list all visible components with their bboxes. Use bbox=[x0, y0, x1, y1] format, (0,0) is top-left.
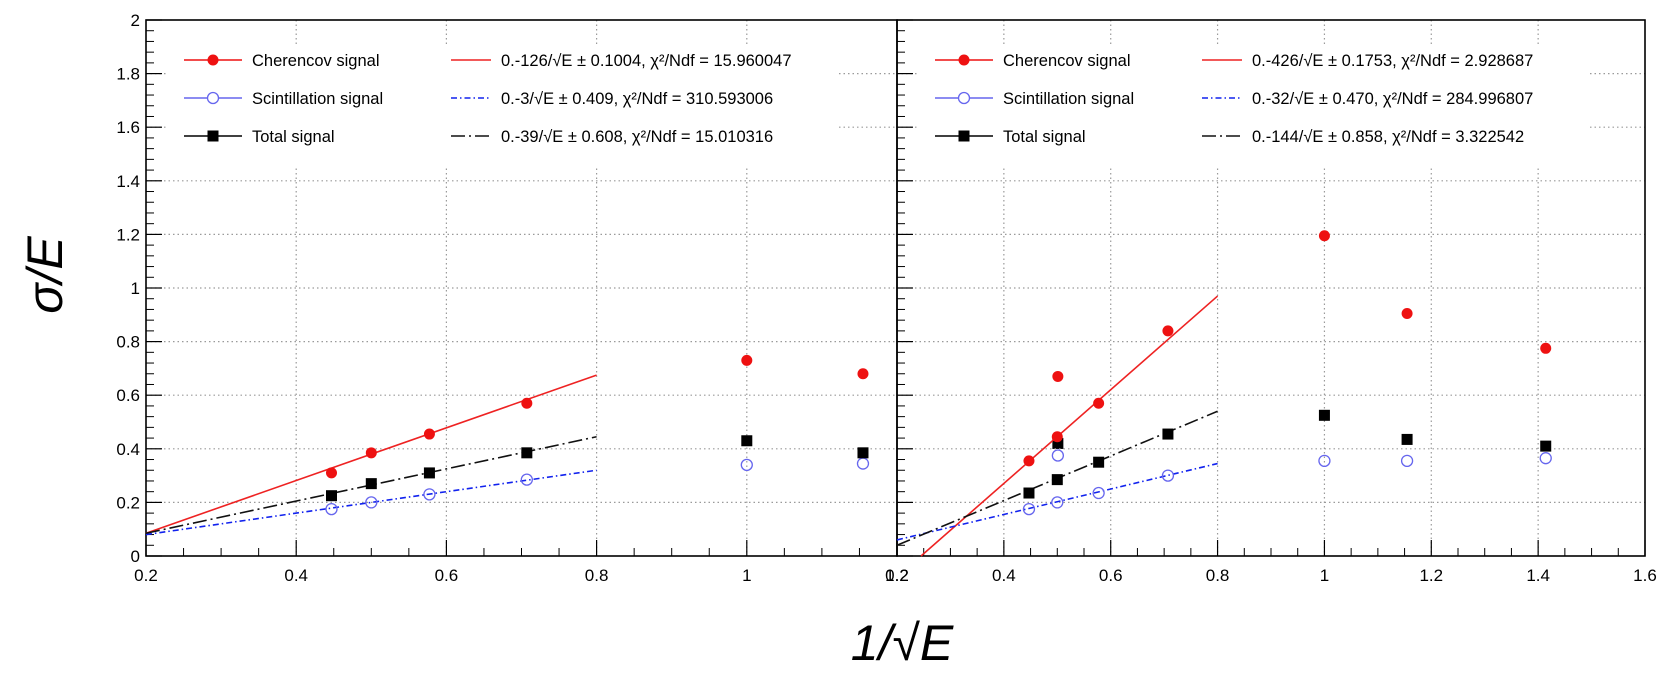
x-tick-label: 0.2 bbox=[134, 566, 158, 585]
legend-label: Cherencov signal bbox=[252, 52, 380, 70]
data-point bbox=[741, 354, 753, 366]
legend-marker bbox=[207, 130, 219, 142]
data-point bbox=[857, 447, 869, 459]
data-point bbox=[1092, 486, 1105, 500]
legend-box bbox=[919, 44, 1587, 166]
data-point bbox=[365, 478, 377, 490]
data-point bbox=[1401, 307, 1413, 319]
data-point bbox=[856, 457, 870, 470]
legend-box bbox=[168, 44, 839, 166]
x-axis-title: 1/√E bbox=[851, 615, 954, 671]
x-tick-label: 0.4 bbox=[992, 566, 1016, 585]
data-point bbox=[1162, 325, 1174, 337]
data-point bbox=[520, 473, 533, 486]
y-tick-label: 0 bbox=[131, 547, 140, 566]
legend-marker bbox=[957, 91, 971, 105]
data-point bbox=[423, 467, 435, 479]
panels: 00.20.40.60.811.21.41.61.820.2 0.4 0.6 0.8 1… bbox=[116, 11, 1656, 585]
data-point bbox=[1051, 496, 1064, 509]
x-tick-label: 1.2 bbox=[1419, 566, 1443, 585]
data-point bbox=[1540, 342, 1552, 354]
x-tick-label: 0.8 bbox=[1206, 566, 1230, 585]
data-point bbox=[1023, 487, 1035, 499]
legend-label: 0.-39/√E ± 0.608, χ²/Ndf = 15.010316 bbox=[501, 128, 773, 146]
legend-marker bbox=[958, 54, 970, 66]
data-point bbox=[325, 502, 338, 516]
data-point bbox=[521, 397, 533, 409]
legend-marker bbox=[206, 91, 220, 105]
data-point bbox=[1318, 454, 1331, 468]
y-tick-label: 0.6 bbox=[116, 386, 140, 405]
data-point bbox=[740, 458, 753, 472]
data-point bbox=[1162, 428, 1174, 440]
chart-panel-1: 00.20.40.60.811.21.41.61.820.2 0.4 0.6 0.8 1… bbox=[116, 11, 1065, 585]
x-tick-label: 1.2 bbox=[885, 566, 909, 585]
legend-label: Total signal bbox=[1003, 128, 1086, 146]
data-point bbox=[1052, 370, 1064, 382]
data-point bbox=[1093, 397, 1105, 409]
data-point bbox=[1401, 433, 1413, 445]
data-point bbox=[1318, 230, 1330, 242]
x-tick-label: 0.4 bbox=[284, 566, 308, 585]
data-point bbox=[423, 488, 436, 501]
y-tick-label: 1.8 bbox=[116, 65, 140, 84]
data-point bbox=[1022, 502, 1036, 516]
y-tick-label: 1 bbox=[131, 279, 140, 298]
data-point bbox=[1023, 455, 1035, 467]
data-point bbox=[423, 428, 435, 440]
data-point bbox=[1539, 452, 1552, 465]
x-tick-label: 0.8 bbox=[585, 566, 609, 585]
y-tick-label: 0.8 bbox=[116, 333, 140, 352]
legend-marker bbox=[207, 54, 219, 66]
data-point bbox=[1052, 437, 1064, 449]
legend-label: 0.-3/√E ± 0.409, χ²/Ndf = 310.593006 bbox=[501, 90, 773, 108]
data-point bbox=[365, 447, 377, 459]
chart-panel-2: 0.2 0.4 0.6 0.8 1 1.2 1.4 1.6 Cherencov signal Sc… bbox=[885, 19, 1657, 585]
y-tick-label: 1.6 bbox=[116, 118, 140, 137]
legend-marker bbox=[958, 130, 970, 142]
legend-label: Cherencov signal bbox=[1003, 52, 1131, 70]
data-point bbox=[1051, 431, 1063, 443]
x-tick-label: 0.6 bbox=[1099, 566, 1123, 585]
legend-label: 0.-126/√E ± 0.1004, χ²/Ndf = 15.960047 bbox=[501, 52, 792, 70]
legend-label: 0.-426/√E ± 0.1753, χ²/Ndf = 2.928687 bbox=[1252, 52, 1533, 70]
data-point bbox=[1161, 469, 1175, 482]
data-point bbox=[1051, 474, 1063, 486]
y-tick-label: 1.2 bbox=[116, 225, 140, 244]
data-point bbox=[325, 490, 337, 502]
y-axis-title: σ/E bbox=[17, 236, 73, 314]
y-tick-label: 0.2 bbox=[116, 493, 140, 512]
x-tick-label: 1.6 bbox=[1633, 566, 1657, 585]
y-tick-label: 2 bbox=[131, 11, 140, 30]
data-point bbox=[1540, 440, 1552, 452]
data-point bbox=[741, 435, 753, 447]
legend-label: 0.-32/√E ± 0.470, χ²/Ndf = 284.996807 bbox=[1252, 90, 1533, 108]
legend-label: Total signal bbox=[252, 128, 335, 146]
data-point bbox=[1093, 456, 1105, 468]
legend-label: Scintillation signal bbox=[1003, 90, 1134, 108]
data-point bbox=[365, 496, 378, 509]
legend-label: 0.-144/√E ± 0.858, χ²/Ndf = 3.322542 bbox=[1252, 128, 1524, 146]
data-point bbox=[1400, 454, 1414, 468]
x-tick-label: 1.4 bbox=[1526, 566, 1550, 585]
x-tick-label: 1 bbox=[1320, 566, 1329, 585]
y-tick-label: 0.4 bbox=[116, 440, 140, 459]
x-tick-label: 1 bbox=[742, 566, 751, 585]
fit-line bbox=[896, 462, 1218, 541]
legend-label: Scintillation signal bbox=[252, 90, 383, 108]
data-point bbox=[521, 447, 533, 459]
fit-line bbox=[920, 295, 1219, 557]
x-tick-label: 0.6 bbox=[435, 566, 459, 585]
data-point bbox=[1051, 449, 1065, 462]
y-tick-label: 1.4 bbox=[116, 172, 140, 191]
data-point bbox=[325, 467, 337, 479]
x-tick-label: 0.2 bbox=[885, 566, 909, 585]
data-point bbox=[1318, 409, 1330, 421]
data-point bbox=[857, 368, 869, 380]
